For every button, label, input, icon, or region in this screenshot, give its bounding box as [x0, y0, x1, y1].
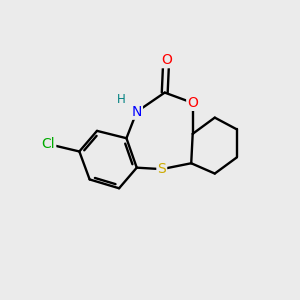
Text: Cl: Cl: [42, 137, 55, 151]
Text: S: S: [158, 162, 166, 176]
Text: N: N: [132, 105, 142, 119]
Text: H: H: [117, 93, 126, 106]
Text: O: O: [161, 53, 172, 67]
Text: O: O: [187, 96, 198, 110]
